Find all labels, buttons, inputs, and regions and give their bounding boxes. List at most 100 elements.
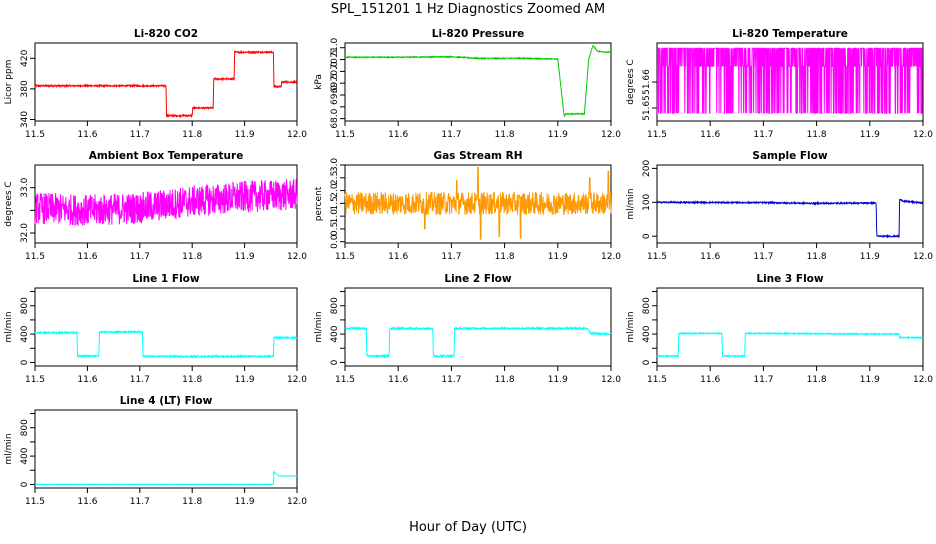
x-tick-label: 11.5 — [335, 130, 355, 140]
figure-title: SPL_151201 1 Hz Diagnostics Zoomed AM — [331, 2, 605, 17]
x-tick-label: 12.0 — [287, 252, 307, 262]
x-tick-label: 11.9 — [860, 252, 880, 262]
panel-8: Line 2 Flow 11.5 11.6 11.7 11.8 11.9 12.0 0 400 8… — [314, 273, 621, 385]
x-tick-label: 11.8 — [182, 497, 202, 507]
y-axis-label: degrees C — [626, 59, 636, 104]
figure-xlabel: Hour of Day (UTC) — [409, 520, 527, 535]
y-tick-label: 0.0 — [330, 234, 340, 249]
x-tick-label: 11.7 — [441, 375, 461, 385]
y-tick-label: 100 — [642, 193, 652, 210]
x-tick-label: 11.5 — [647, 375, 667, 385]
panel-9: Line 3 Flow 11.5 11.6 11.7 11.8 11.9 12.0 0 400 8… — [626, 273, 933, 385]
y-tick-label: 1.5 — [330, 196, 340, 210]
panel-6: Sample Flow 11.5 11.6 11.7 11.8 11.9 12.0 0 100 2… — [626, 150, 933, 262]
series-line — [344, 45, 612, 118]
y-tick-label: 0 — [330, 359, 340, 365]
x-tick-label: 11.9 — [235, 130, 255, 140]
y-tick-label: 32.0 — [20, 223, 30, 243]
panel-10: Line 4 (LT) Flow 11.5 11.6 11.7 11.8 11.9 12.0… — [4, 395, 307, 507]
y-tick-label: 200 — [642, 160, 652, 177]
y-tick-label: 3.0 — [330, 158, 340, 173]
x-tick-label: 11.9 — [548, 375, 568, 385]
y-tick-label: 0.5 — [330, 222, 340, 236]
x-tick-label: 11.8 — [495, 252, 515, 262]
y-tick-label: 33.0 — [20, 177, 30, 197]
x-tick-label: 11.6 — [700, 130, 720, 140]
x-tick-label: 11.5 — [647, 130, 667, 140]
x-tick-label: 11.6 — [77, 497, 97, 507]
x-tick-label: 11.9 — [235, 375, 255, 385]
series-line — [656, 331, 924, 359]
x-tick-label: 11.8 — [182, 130, 202, 140]
y-tick-label: 800 — [20, 419, 30, 436]
y-tick-label: 70.0 — [330, 61, 340, 81]
panel-title: Line 4 (LT) Flow — [120, 395, 213, 407]
y-tick-label: 2.5 — [330, 171, 340, 185]
x-tick-label: 11.9 — [860, 130, 880, 140]
x-tick-label: 11.7 — [753, 130, 773, 140]
x-tick-label: 12.0 — [913, 252, 933, 262]
plot-frame — [34, 409, 298, 489]
plot-frame — [34, 287, 298, 367]
x-tick-label: 11.9 — [548, 252, 568, 262]
y-tick-label: 380 — [20, 80, 30, 97]
y-axis-label: Licor ppm — [4, 60, 14, 105]
panel-title: Gas Stream RH — [433, 150, 522, 162]
x-tick-label: 11.7 — [130, 497, 150, 507]
x-tick-label: 12.0 — [913, 130, 933, 140]
x-tick-label: 11.8 — [807, 375, 827, 385]
panel-7: Line 1 Flow 11.5 11.6 11.7 11.8 11.9 12.0 0 400 8… — [4, 273, 307, 385]
y-tick-label: 51.65 — [642, 95, 652, 121]
plot-frame — [656, 287, 924, 367]
x-tick-label: 11.6 — [77, 375, 97, 385]
y-tick-label: 2.0 — [330, 183, 340, 198]
panel-title: Line 1 Flow — [132, 273, 199, 285]
x-tick-label: 11.6 — [388, 130, 408, 140]
x-tick-label: 11.7 — [753, 252, 773, 262]
x-tick-label: 11.5 — [25, 252, 45, 262]
x-tick-label: 11.6 — [388, 252, 408, 262]
x-tick-label: 11.5 — [335, 252, 355, 262]
x-tick-label: 11.8 — [182, 375, 202, 385]
series-line — [34, 178, 298, 226]
y-axis-label: ml/min — [626, 311, 636, 342]
y-axis-label: degrees C — [4, 181, 14, 226]
series-line — [34, 470, 298, 486]
x-tick-label: 11.5 — [25, 375, 45, 385]
x-tick-label: 11.8 — [495, 130, 515, 140]
panel-title: Line 3 Flow — [756, 273, 823, 285]
x-tick-label: 11.9 — [235, 497, 255, 507]
x-tick-label: 12.0 — [287, 375, 307, 385]
series-line — [656, 198, 924, 239]
y-tick-label: 400 — [20, 447, 30, 464]
x-tick-label: 11.5 — [335, 375, 355, 385]
x-tick-label: 11.7 — [130, 252, 150, 262]
panel-title: Sample Flow — [752, 150, 827, 162]
x-tick-label: 11.8 — [807, 130, 827, 140]
x-tick-label: 11.6 — [700, 252, 720, 262]
x-tick-label: 12.0 — [913, 375, 933, 385]
panel-title: Line 2 Flow — [444, 273, 511, 285]
panel-5: Gas Stream RH 11.5 11.6 11.7 11.8 11.9 12.0 0.0… — [314, 150, 621, 262]
y-tick-label: 68.0 — [330, 108, 340, 128]
y-tick-label: 400 — [642, 325, 652, 342]
y-tick-label: 800 — [642, 297, 652, 314]
y-axis-label: percent — [314, 186, 324, 221]
series-line — [344, 167, 612, 240]
x-tick-label: 11.9 — [235, 252, 255, 262]
x-tick-label: 11.7 — [441, 252, 461, 262]
y-tick-label: 400 — [330, 325, 340, 342]
plot-frame — [344, 42, 612, 122]
y-tick-label: 400 — [20, 325, 30, 342]
y-tick-label: 70.5 — [330, 50, 340, 70]
x-tick-label: 12.0 — [601, 130, 621, 140]
panel-title: Ambient Box Temperature — [89, 150, 244, 162]
x-tick-label: 11.6 — [77, 130, 97, 140]
y-tick-label: 1.0 — [330, 209, 340, 224]
panel-title: Li-820 Pressure — [432, 28, 525, 40]
x-tick-label: 11.6 — [700, 375, 720, 385]
y-tick-label: 0 — [642, 233, 652, 239]
y-axis-label: ml/min — [314, 311, 324, 342]
